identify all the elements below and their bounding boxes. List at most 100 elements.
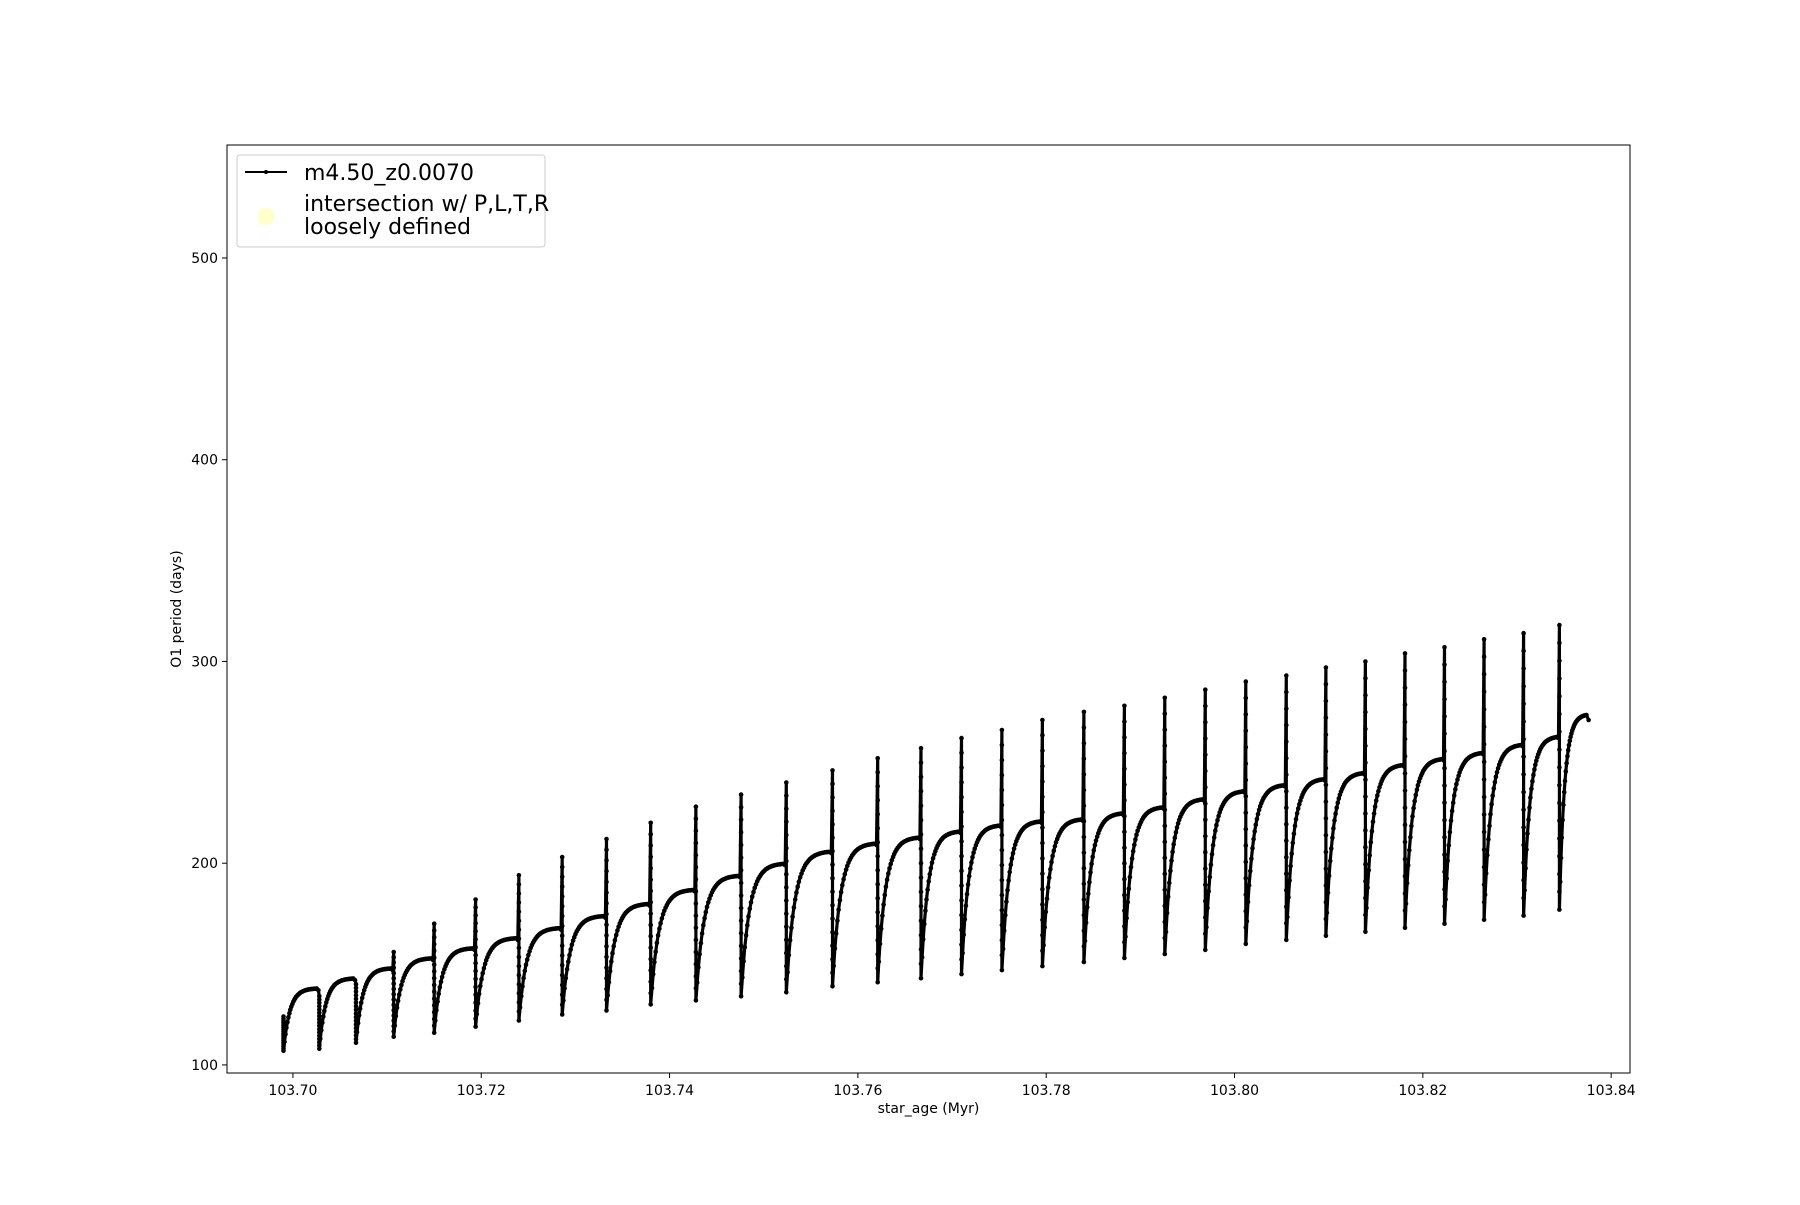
series-point [1373,798,1379,803]
series-point [604,901,609,906]
series-point [604,922,609,927]
series-point [1442,869,1447,875]
series-point [1402,856,1408,862]
series-point [959,957,964,962]
series-point [440,970,446,976]
series-point [918,947,924,952]
series-point [971,850,976,855]
series-point [516,1018,522,1023]
series-point [650,971,656,977]
series-point [693,949,699,955]
series-point [1521,842,1526,848]
series-point [738,842,744,848]
series-point [830,876,835,881]
series-point [558,927,564,933]
series-point [999,922,1005,928]
series-point [1521,789,1526,795]
series-point [918,875,924,880]
series-point [959,839,964,844]
series-point [1122,813,1127,819]
series-point [559,894,565,899]
series-point [702,915,707,921]
series-point [1521,895,1526,901]
series-point [1486,837,1491,842]
series-point [559,864,565,870]
series-point [1134,832,1139,838]
series-point [516,882,522,887]
series-point [1413,792,1419,798]
series-point [1566,742,1572,748]
series-point [1173,830,1179,835]
series-point [1415,783,1421,788]
series-point [1122,892,1127,898]
series-point [959,750,964,756]
series-point [1363,811,1368,816]
series-point [354,1029,360,1035]
series-point [1521,701,1526,707]
series-point [1363,726,1368,732]
series-point [693,961,699,967]
series-point [648,820,653,826]
series-point [526,952,531,958]
series-point [475,1000,481,1006]
series-point [1558,855,1564,861]
series-point [391,1002,397,1008]
series-point [611,943,616,949]
series-point [559,943,565,948]
series-point [473,968,478,974]
series-point [1084,904,1090,910]
series-point [604,997,609,1002]
series-point [693,901,699,906]
series-point [1004,899,1009,905]
series-point [1323,782,1329,788]
series-point [875,770,880,775]
series-point [613,932,619,938]
series-point [693,840,699,846]
series-point [1522,887,1527,893]
series-point [398,987,403,992]
series-point [648,831,653,837]
series-point [1488,812,1493,817]
series-point [431,1023,437,1029]
series-point [1494,769,1500,775]
series-point [1372,804,1378,809]
series-point [966,873,972,879]
series-point [1442,765,1447,771]
series-point [703,909,709,915]
series-point [1453,787,1458,792]
series-point [1122,735,1127,740]
series-point [958,830,963,836]
series-point [648,1002,653,1007]
series-point [1442,835,1447,840]
y-axis-label: O1 period (days) [169,550,185,667]
series-point [1402,805,1408,810]
series-point [959,942,964,947]
series-point [521,975,526,981]
series-point [431,941,437,947]
series-point [875,909,880,915]
series-point [959,780,964,785]
series-point [431,982,437,988]
series-point [1081,819,1087,824]
series-point [1528,795,1533,800]
x-tick-label: 103.78 [1022,1083,1071,1099]
series-point [751,889,756,895]
series-point [1323,799,1329,804]
series-point [795,884,800,889]
series-point [519,993,524,999]
series-point [999,967,1005,973]
series-point [395,998,401,1003]
series-point [1050,853,1055,859]
series-point [563,975,569,981]
series-point [1586,717,1591,723]
series-point [516,873,522,878]
series-point [791,905,797,910]
series-point [1289,851,1294,856]
series-point [353,1040,359,1045]
series-point [1092,842,1098,848]
series-point [1162,871,1168,877]
series-point [999,787,1005,793]
series-point [999,892,1005,898]
series-point [1175,821,1181,826]
series-point [1204,925,1209,930]
